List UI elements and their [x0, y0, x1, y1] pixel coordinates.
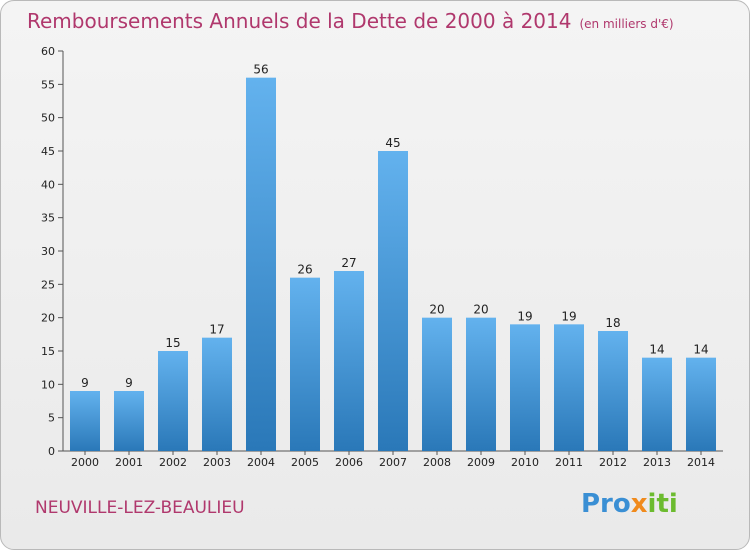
- bar-2006: [334, 271, 364, 451]
- commune-name: NEUVILLE-LEZ-BEAULIEU: [35, 498, 245, 518]
- chart-title-text: Remboursements Annuels de la Dette de 20…: [27, 9, 572, 33]
- x-tick-label-2001: 2001: [115, 456, 143, 469]
- value-label-2010: 19: [517, 309, 532, 323]
- x-tick-label-2006: 2006: [335, 456, 363, 469]
- x-tick-label-2011: 2011: [555, 456, 583, 469]
- y-tick-label: 10: [41, 378, 55, 391]
- y-tick-label: 55: [41, 78, 55, 91]
- bar-2009: [466, 317, 496, 451]
- logo-part-2: x: [630, 489, 648, 519]
- bar-2008: [422, 317, 452, 451]
- bar-2010: [510, 324, 540, 451]
- bar-2014: [686, 357, 716, 451]
- proxiti-logo: Proxiti: [581, 489, 678, 519]
- bar-2007: [378, 151, 408, 451]
- value-label-2004: 56: [253, 63, 268, 77]
- x-tick-label-2007: 2007: [379, 456, 407, 469]
- value-label-2005: 26: [297, 263, 312, 277]
- y-tick-label: 35: [41, 212, 55, 225]
- value-label-2014: 14: [693, 343, 708, 357]
- logo-part-3: iti: [647, 489, 678, 519]
- bar-2002: [158, 351, 188, 451]
- value-label-2003: 17: [209, 323, 224, 337]
- value-label-2008: 20: [429, 303, 444, 317]
- x-tick-label-2004: 2004: [247, 456, 275, 469]
- value-label-2002: 15: [165, 336, 180, 350]
- value-label-2006: 27: [341, 256, 356, 270]
- x-tick-label-2013: 2013: [643, 456, 671, 469]
- bar-2012: [598, 331, 628, 451]
- y-tick-label: 25: [41, 278, 55, 291]
- value-label-2009: 20: [473, 303, 488, 317]
- bar-2013: [642, 357, 672, 451]
- x-tick-label-2008: 2008: [423, 456, 451, 469]
- bar-2001: [114, 391, 144, 451]
- bar-2011: [554, 324, 584, 451]
- x-tick-label-2000: 2000: [71, 456, 99, 469]
- y-tick-label: 30: [41, 245, 55, 258]
- value-label-2007: 45: [385, 136, 400, 150]
- y-tick-label: 15: [41, 345, 55, 358]
- x-tick-label-2002: 2002: [159, 456, 187, 469]
- value-label-2001: 9: [125, 376, 133, 390]
- x-tick-label-2010: 2010: [511, 456, 539, 469]
- y-tick-label: 20: [41, 312, 55, 325]
- y-tick-label: 50: [41, 112, 55, 125]
- y-tick-label: 45: [41, 145, 55, 158]
- bar-2004: [246, 77, 276, 452]
- x-tick-label-2014: 2014: [687, 456, 715, 469]
- bar-2003: [202, 337, 232, 451]
- value-label-2013: 14: [649, 343, 664, 357]
- bar-2000: [70, 391, 100, 451]
- value-label-2011: 19: [561, 309, 576, 323]
- bar-2005: [290, 277, 320, 451]
- y-tick-label: 40: [41, 178, 55, 191]
- y-tick-label: 5: [48, 412, 55, 425]
- chart-subtitle: (en milliers d'€): [579, 17, 674, 31]
- x-tick-label-2012: 2012: [599, 456, 627, 469]
- y-tick-label: 60: [41, 45, 55, 58]
- value-label-2012: 18: [605, 316, 620, 330]
- logo-part-1: Pro: [581, 489, 631, 519]
- x-tick-label-2005: 2005: [291, 456, 319, 469]
- value-label-2000: 9: [81, 376, 89, 390]
- x-tick-label-2009: 2009: [467, 456, 495, 469]
- x-tick-label-2003: 2003: [203, 456, 231, 469]
- chart-title: Remboursements Annuels de la Dette de 20…: [27, 9, 674, 33]
- y-tick-label: 0: [48, 445, 55, 458]
